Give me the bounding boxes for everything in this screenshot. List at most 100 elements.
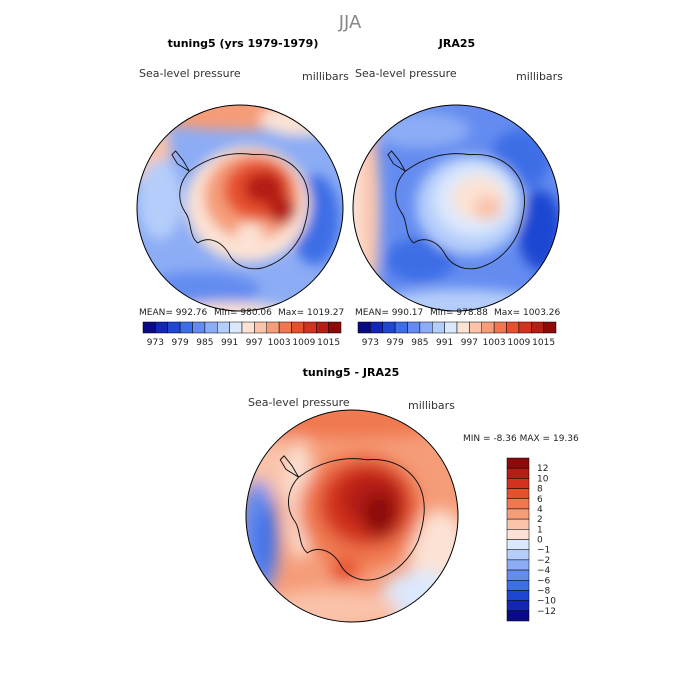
max-value: 19.36 (553, 434, 579, 444)
map-model (137, 105, 343, 311)
colorbar-obs: 973 979 985 991 997 1003 1009 1015 (357, 321, 557, 348)
panel-diff-title: tuning5 - JRA25 (303, 366, 400, 379)
panel-model-left-label: Sea-level pressure (139, 67, 241, 80)
min-value: -8.36 (493, 434, 517, 444)
colorbar-swatch (192, 321, 206, 334)
panel-diff-left-label: Sea-level pressure (248, 396, 350, 409)
colorbar-tick-label: −2 (537, 556, 550, 566)
panel-diff: tuning5 - JRA25 Sea-level pressure milli… (245, 366, 579, 623)
svg-text:Min= 978.88: Min= 978.88 (430, 308, 488, 318)
colorbar-swatch (506, 488, 530, 499)
min-value: 980.06 (240, 308, 272, 318)
colorbar-swatch (155, 321, 168, 334)
panel-obs-title: JRA25 (438, 37, 475, 50)
max-value: 1003.26 (523, 308, 560, 318)
panel-obs-units: millibars (516, 70, 563, 83)
colorbar-swatch (316, 321, 329, 334)
colorbar-swatch (481, 321, 495, 334)
svg-text:MEAN= 990.17: MEAN= 990.17 (355, 308, 423, 318)
colorbar-tick-label: −4 (537, 566, 551, 576)
colorbar-tick-label: 985 (196, 338, 213, 348)
colorbar-swatch (506, 590, 530, 601)
max-label: Max= (278, 308, 304, 318)
colorbar-tick-label: −6 (537, 576, 551, 586)
colorbar-tick-label: 1015 (532, 338, 555, 348)
colorbar-swatch (432, 321, 445, 334)
colorbar-tick-label: 991 (221, 338, 238, 348)
colorbar-swatch (167, 321, 181, 334)
colorbar-tick-label: 1009 (292, 338, 315, 348)
colorbar-swatch (407, 321, 421, 334)
colorbar-swatch (543, 321, 557, 334)
panel-diff-units: millibars (408, 399, 455, 412)
colorbar-swatch (506, 467, 530, 479)
mean-value: 990.17 (392, 308, 424, 318)
svg-text:Max= 1003.26: Max= 1003.26 (494, 308, 561, 318)
colorbar-swatch (493, 321, 507, 334)
svg-text:MIN = -8.36 MAX = 19.36: MIN = -8.36 MAX = 19.36 (463, 434, 579, 444)
colorbar-swatch (506, 518, 530, 530)
colorbar-model: 973 979 985 991 997 1003 1009 1015 (142, 321, 342, 348)
colorbar-tick-label: 985 (411, 338, 428, 348)
max-value: 1019.27 (307, 308, 344, 318)
colorbar-tick-label: 12 (537, 464, 548, 474)
colorbar-swatch (266, 321, 280, 334)
colorbar-swatch (506, 549, 530, 561)
colorbar-tick-label: 979 (172, 338, 189, 348)
colorbar-swatch (291, 321, 305, 334)
panel-model-units: millibars (302, 70, 349, 83)
colorbar-tick-label: 973 (147, 338, 164, 348)
colorbar-swatch (506, 569, 530, 581)
colorbar-tick-label: 1003 (483, 338, 506, 348)
panel-diff-stats: MIN = -8.36 MAX = 19.36 (463, 434, 579, 444)
colorbar-swatch (506, 529, 530, 540)
colorbar-tick-label: 1003 (268, 338, 291, 348)
max-label: MAX = (520, 434, 551, 444)
colorbar-tick-label: 1 (537, 525, 543, 535)
colorbar-swatch (506, 559, 530, 571)
colorbar-tick-label: 997 (461, 338, 478, 348)
mean-label: MEAN= (355, 308, 389, 318)
colorbar-swatch (328, 321, 342, 334)
svg-text:Max= 1019.27: Max= 1019.27 (278, 308, 344, 318)
colorbar-tick-label: 8 (537, 485, 543, 495)
min-label: MIN = (463, 434, 491, 444)
colorbar-tick-label: −10 (537, 597, 556, 607)
min-label: Min= (430, 308, 454, 318)
colorbar-tick-label: 973 (362, 338, 379, 348)
map-obs (353, 105, 559, 311)
panel-obs: JRA25 Sea-level pressure millibars (352, 37, 563, 348)
svg-text:Min= 980.06: Min= 980.06 (214, 308, 272, 318)
colorbar-swatch (394, 321, 408, 334)
colorbar-swatch (370, 321, 383, 334)
max-label: Max= (494, 308, 520, 318)
colorbar-swatch (456, 321, 470, 334)
colorbar-tick-label: 2 (537, 515, 543, 525)
colorbar-swatch (142, 321, 156, 334)
min-value: 978.88 (456, 308, 488, 318)
panel-model: tuning5 (yrs 1979-1979) Sea-level pressu… (136, 37, 349, 348)
colorbar-swatch (518, 321, 532, 334)
colorbar-swatch (303, 321, 317, 334)
colorbar-swatch (506, 539, 530, 550)
mean-label: MEAN= (139, 308, 173, 318)
colorbar-tick-label: −12 (537, 607, 556, 617)
super-title: JJA (338, 12, 362, 33)
colorbar-tick-label: 979 (387, 338, 404, 348)
colorbar-tick-label: −8 (537, 586, 551, 596)
colorbar-tick-label: 10 (537, 474, 549, 484)
min-label: Min= (214, 308, 238, 318)
colorbar-swatch (254, 321, 267, 334)
colorbar-swatch (179, 321, 193, 334)
colorbar-tick-label: 1015 (317, 338, 340, 348)
colorbar-swatch (469, 321, 482, 334)
colorbar-swatch (419, 321, 433, 334)
svg-text:MEAN= 992.76: MEAN= 992.76 (139, 308, 208, 318)
colorbar-swatch (506, 580, 530, 591)
colorbar-tick-label: 1009 (507, 338, 530, 348)
colorbar-swatch (506, 498, 530, 510)
colorbar-tick-label: 6 (537, 495, 543, 505)
colorbar-swatch (229, 321, 243, 334)
colorbar-swatch (531, 321, 544, 334)
